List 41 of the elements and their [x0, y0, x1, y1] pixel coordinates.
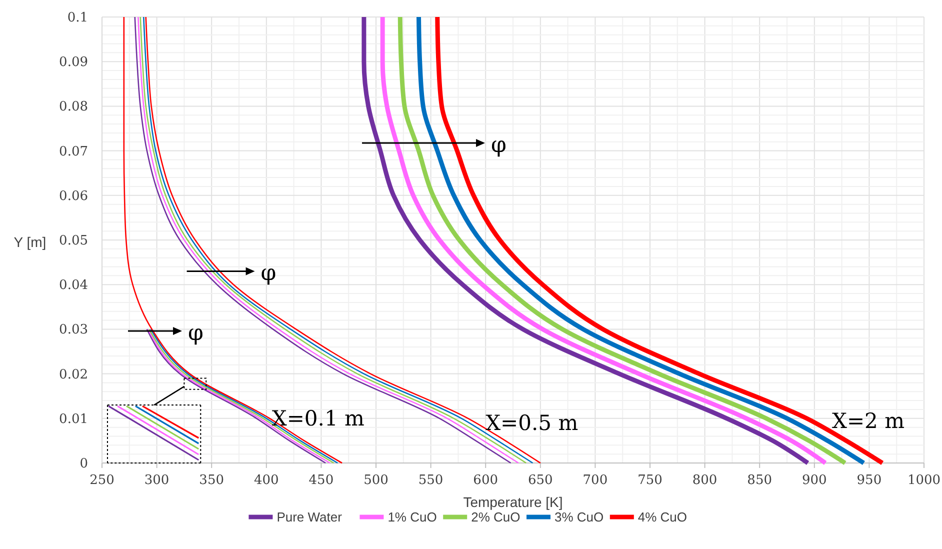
y-tick-label: 0.08 — [59, 100, 88, 115]
y-tick-label: 0 — [80, 456, 88, 472]
annotation: φ — [188, 321, 204, 346]
x-tick-label: 650 — [528, 473, 553, 488]
legend-label: 2% CuO — [471, 510, 520, 524]
y-tick-label: 0.03 — [59, 322, 88, 338]
legend-label: 4% CuO — [638, 510, 688, 524]
y-tick-label: 0.04 — [59, 278, 88, 294]
y-tick-label: 0.06 — [59, 188, 88, 204]
y-tick-label: 0.05 — [59, 234, 88, 248]
x-tick-label: 700 — [582, 473, 608, 488]
x-tick-label: 950 — [856, 473, 882, 488]
x-tick-label: 600 — [473, 473, 498, 488]
annotation: X=0.1 m — [272, 406, 364, 430]
x-tick-label: 800 — [692, 473, 718, 488]
x-tick-label: 550 — [418, 473, 444, 488]
legend-label: Pure Water — [276, 510, 343, 524]
y-tick-label: 0.01 — [59, 412, 88, 427]
x-tick-label: 450 — [308, 473, 334, 488]
line-series — [123, 16, 343, 464]
x-tick-label: 1000 — [907, 473, 941, 488]
x-tick-label: 250 — [90, 473, 114, 488]
annotation: φ — [260, 261, 276, 286]
y-tick-label: 0.09 — [59, 55, 88, 70]
legend-label: 1% CuO — [388, 510, 437, 524]
x-tick-label: 400 — [254, 473, 279, 488]
y-tick-label: 0.1 — [67, 10, 88, 26]
y-tick-label: 0.07 — [59, 144, 88, 160]
legend-label: 3% CuO — [554, 510, 604, 524]
x-tick-label: 900 — [802, 473, 827, 488]
x-tick-label: 350 — [199, 473, 224, 488]
x-tick-label: 500 — [364, 473, 388, 488]
x-axis-title: Temperature [K] — [463, 494, 563, 510]
annotation: φ — [491, 133, 506, 158]
annotation: X=0.5 m — [486, 410, 578, 435]
x-tick-label: 300 — [144, 473, 170, 488]
annotation: X=2 m — [832, 409, 905, 433]
y-axis-title: Y [m] — [14, 234, 46, 250]
y-tick-label: 0.02 — [59, 367, 88, 382]
x-tick-label: 850 — [747, 473, 772, 488]
x-tick-label: 750 — [638, 473, 662, 488]
